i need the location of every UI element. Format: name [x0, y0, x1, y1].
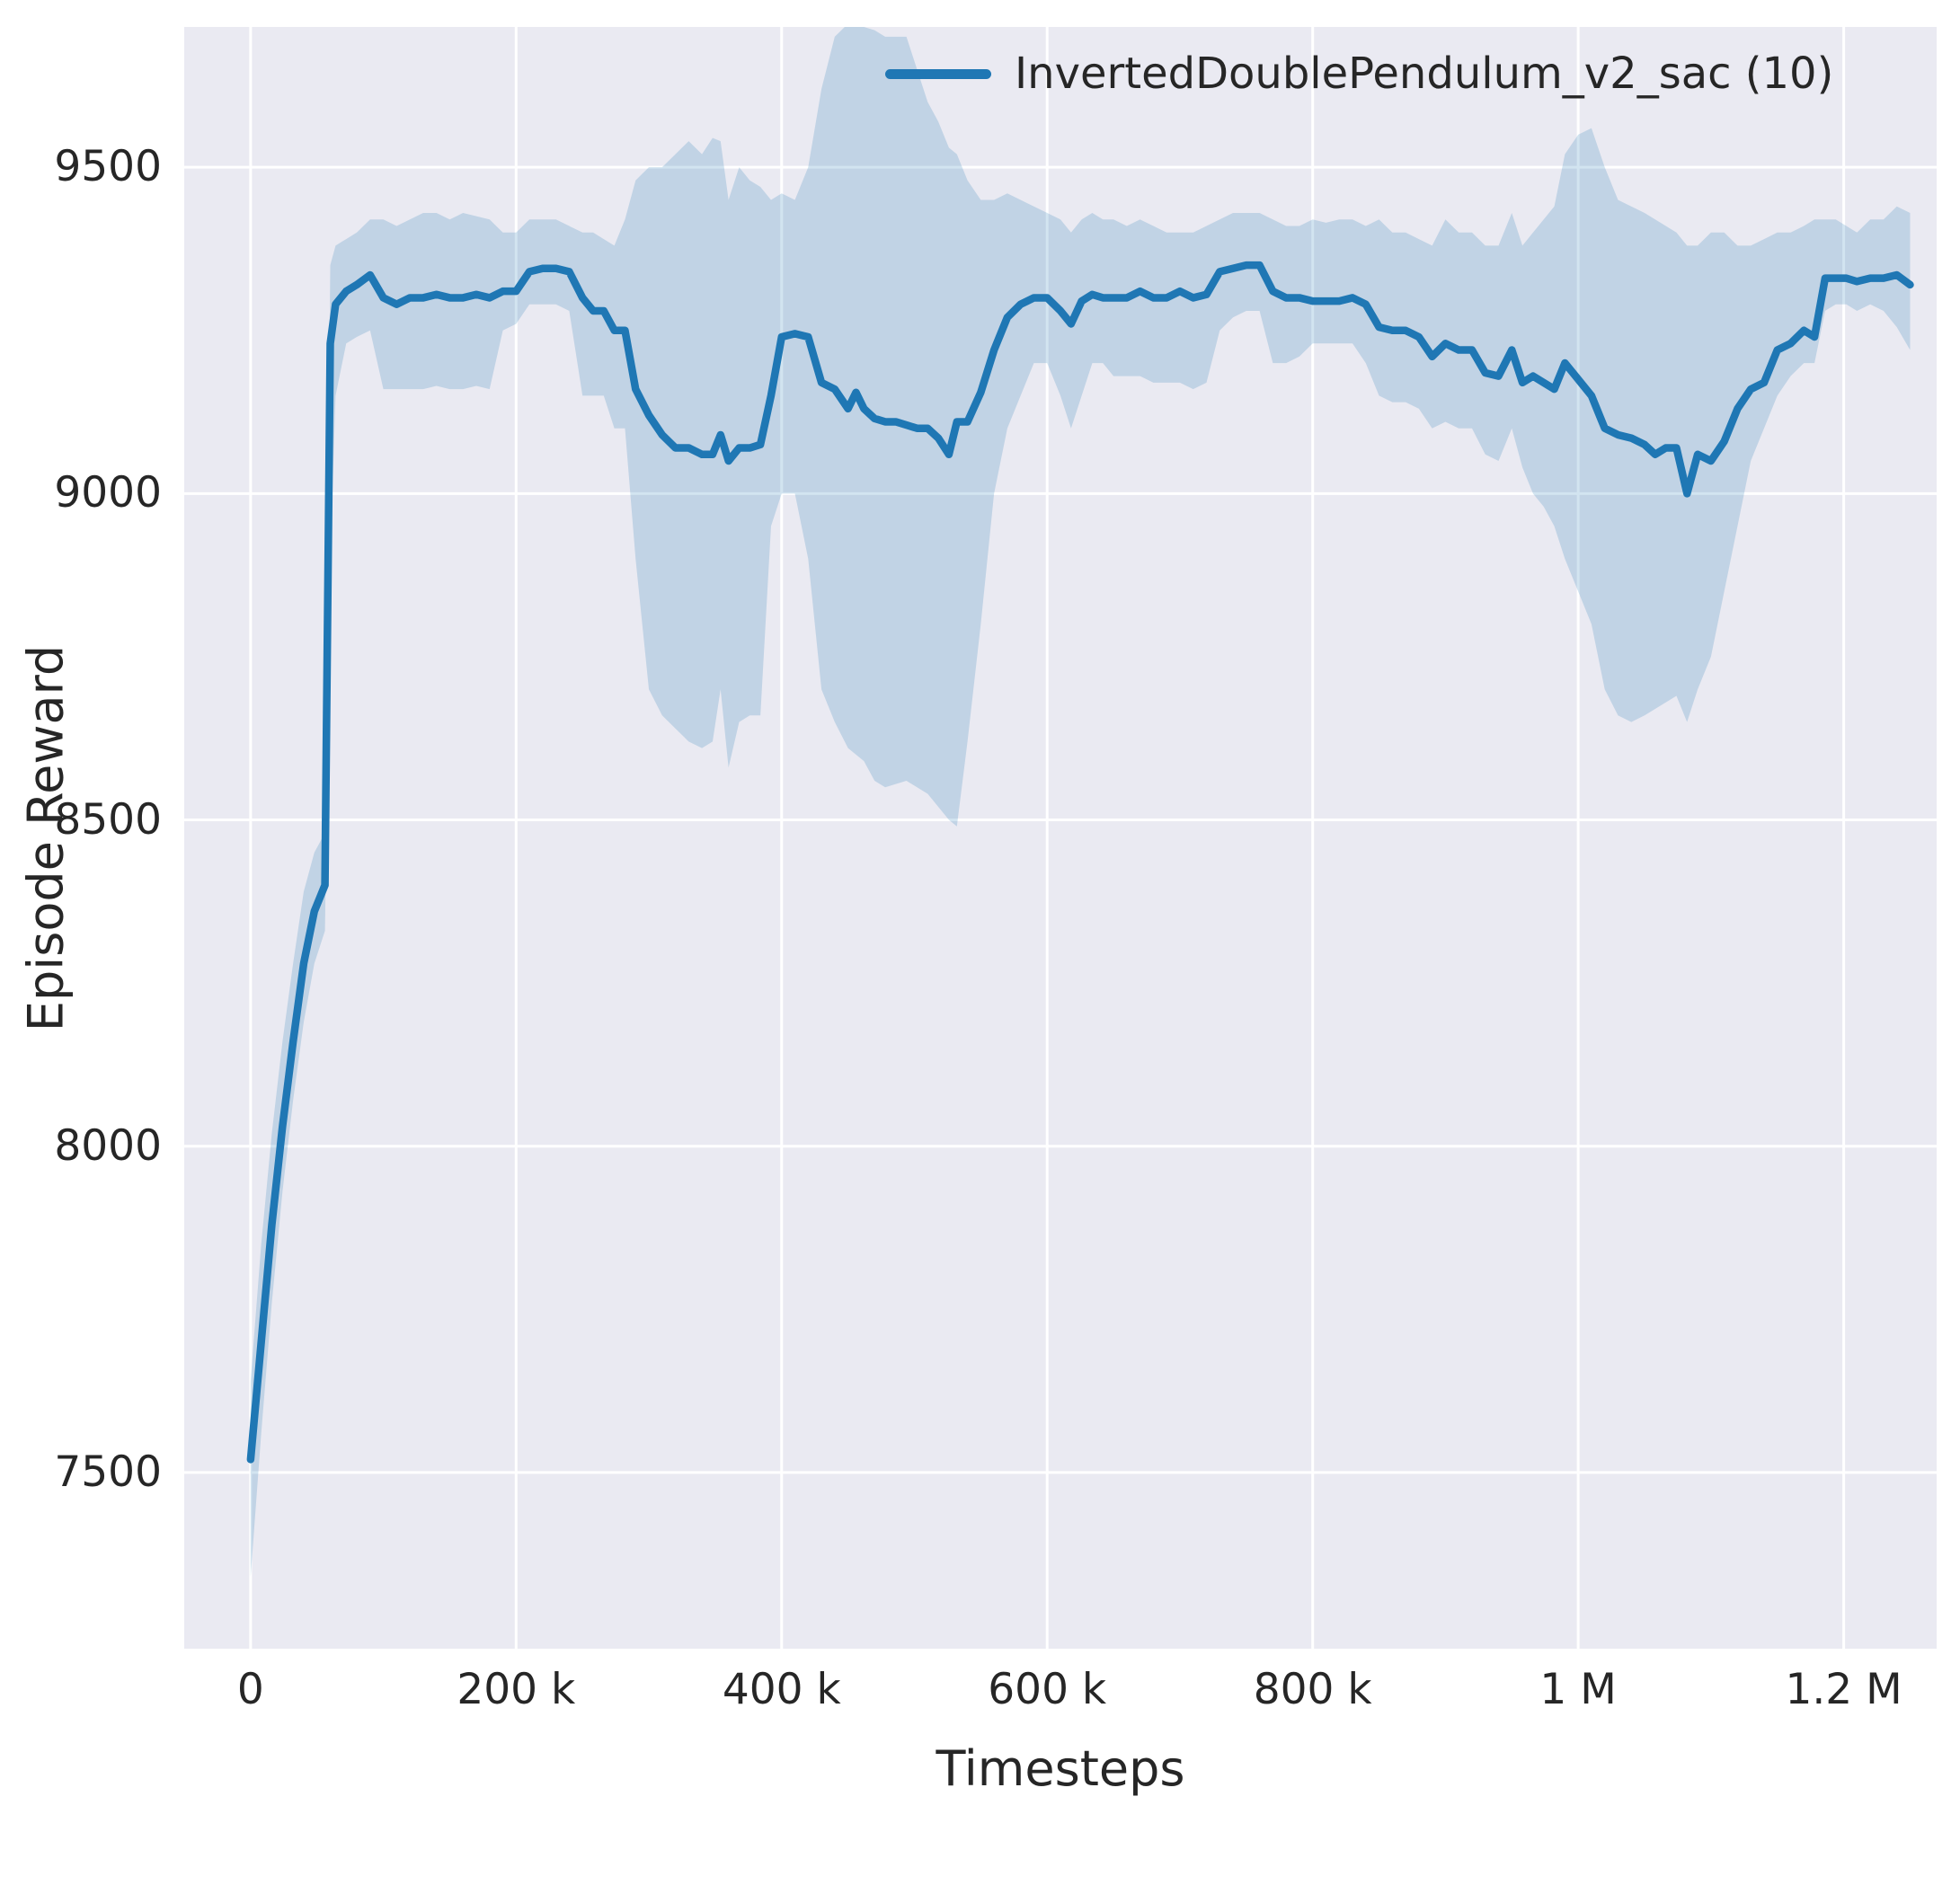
x-axis-label: Timesteps	[936, 1740, 1185, 1797]
legend: InvertedDoublePendulum_v2_sac (10)	[885, 47, 1833, 101]
y-tick-label: 8500	[54, 794, 162, 845]
y-tick-label: 9000	[54, 468, 162, 518]
x-tick-label: 600 k	[988, 1665, 1107, 1714]
y-tick-label: 9500	[54, 142, 162, 192]
y-tick-label: 8000	[54, 1120, 162, 1171]
x-tick-label: 1 M	[1539, 1665, 1617, 1714]
x-tick-label: 0	[236, 1665, 264, 1714]
mean-line	[246, 261, 1914, 1464]
x-tick-label: 1.2 M	[1785, 1665, 1902, 1714]
y-tick-label: 7500	[54, 1447, 162, 1497]
legend-line-swatch	[885, 68, 991, 79]
x-tick-label: 800 k	[1253, 1665, 1372, 1714]
x-tick-label: 200 k	[457, 1665, 576, 1714]
legend-label: InvertedDoublePendulum_v2_sac (10)	[1015, 49, 1834, 99]
x-tick-label: 400 k	[722, 1665, 841, 1714]
plot-area	[184, 27, 1937, 1649]
confidence-band	[250, 27, 1911, 1578]
